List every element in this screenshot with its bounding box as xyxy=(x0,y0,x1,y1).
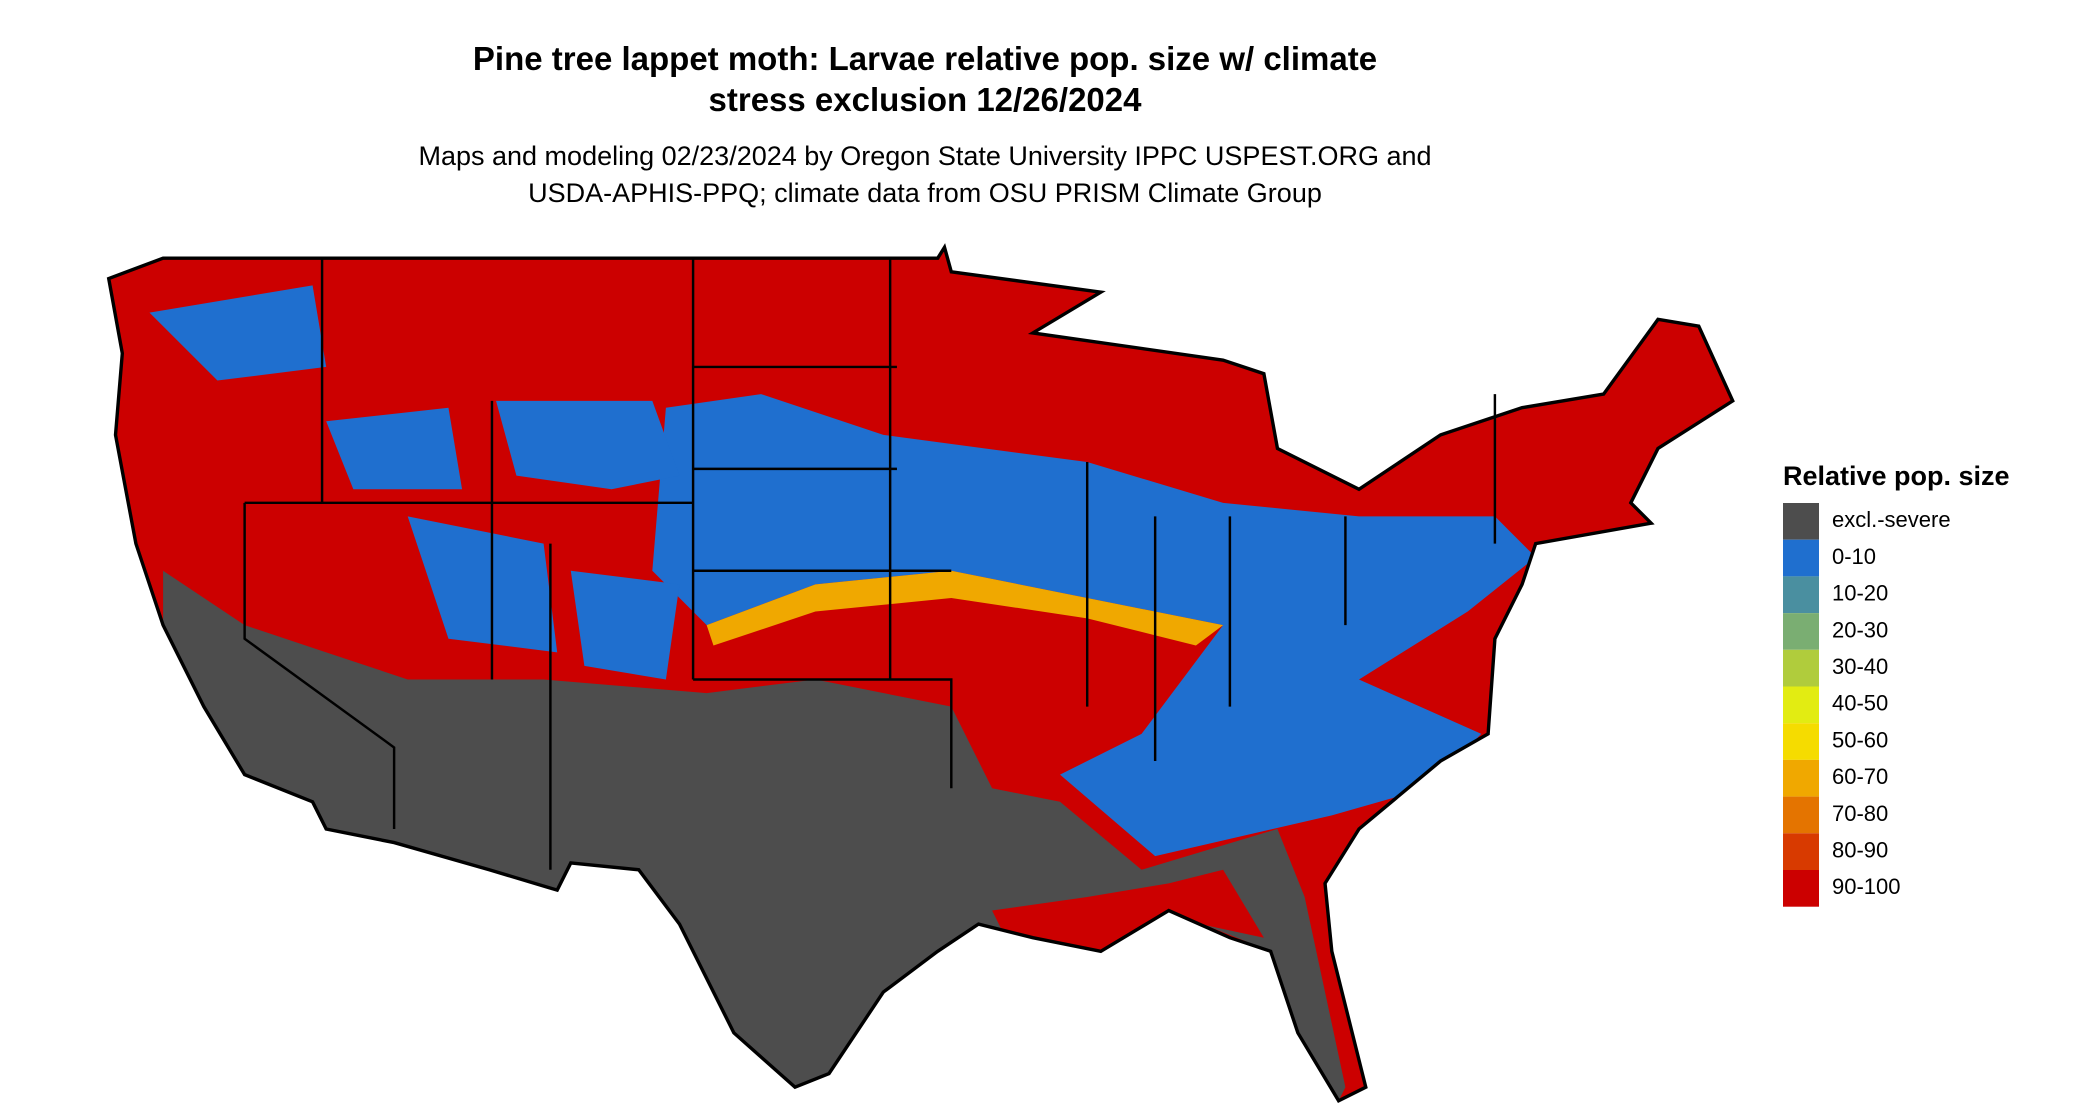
legend-label: 90-100 xyxy=(1832,874,1901,899)
legend-label: 60-70 xyxy=(1832,764,1888,789)
subtitle: USDA-APHIS-PPQ; climate data from OSU PR… xyxy=(528,178,1322,208)
state-borders xyxy=(243,258,1497,870)
legend-label: 80-90 xyxy=(1832,837,1888,862)
title: Pine tree lappet moth: Larvae relative p… xyxy=(473,40,1377,77)
legend-swatch xyxy=(1783,613,1819,650)
legend-swatch xyxy=(1783,870,1819,907)
region xyxy=(149,285,680,680)
legend-label: 10-20 xyxy=(1832,581,1888,606)
legend-label: 20-30 xyxy=(1832,617,1888,642)
legend-label: 30-40 xyxy=(1832,654,1888,679)
legend-swatch xyxy=(1783,759,1819,797)
legend-swatch xyxy=(1783,723,1819,760)
legend-swatch xyxy=(1783,686,1819,724)
subtitle: Maps and modeling 02/23/2024 by Oregon S… xyxy=(418,141,1431,171)
legend-label: 50-60 xyxy=(1832,727,1888,752)
region xyxy=(163,570,1346,1101)
legend-swatch xyxy=(1783,796,1819,834)
region xyxy=(652,394,1536,857)
us-map xyxy=(107,245,1735,1103)
legend-swatch xyxy=(1783,833,1819,870)
legend: excl.-severe 0-10 10-20 20-30 30-40 40-50 50-6… xyxy=(1783,503,1951,907)
region xyxy=(992,869,1264,952)
legend-label: 0-10 xyxy=(1832,544,1876,569)
region xyxy=(706,570,1224,646)
map-fill xyxy=(108,247,1733,1101)
legend-label: 70-80 xyxy=(1832,801,1888,826)
legend-swatch xyxy=(1783,539,1819,577)
legend-title: Relative pop. size xyxy=(1783,461,2010,491)
legend-swatch xyxy=(1783,649,1819,687)
legend-label: 40-50 xyxy=(1832,691,1888,716)
title: stress exclusion 12/26/2024 xyxy=(709,81,1143,118)
legend-label: excl.-severe xyxy=(1832,507,1951,532)
legend-swatch xyxy=(1783,503,1819,540)
legend-swatch xyxy=(1783,576,1819,614)
